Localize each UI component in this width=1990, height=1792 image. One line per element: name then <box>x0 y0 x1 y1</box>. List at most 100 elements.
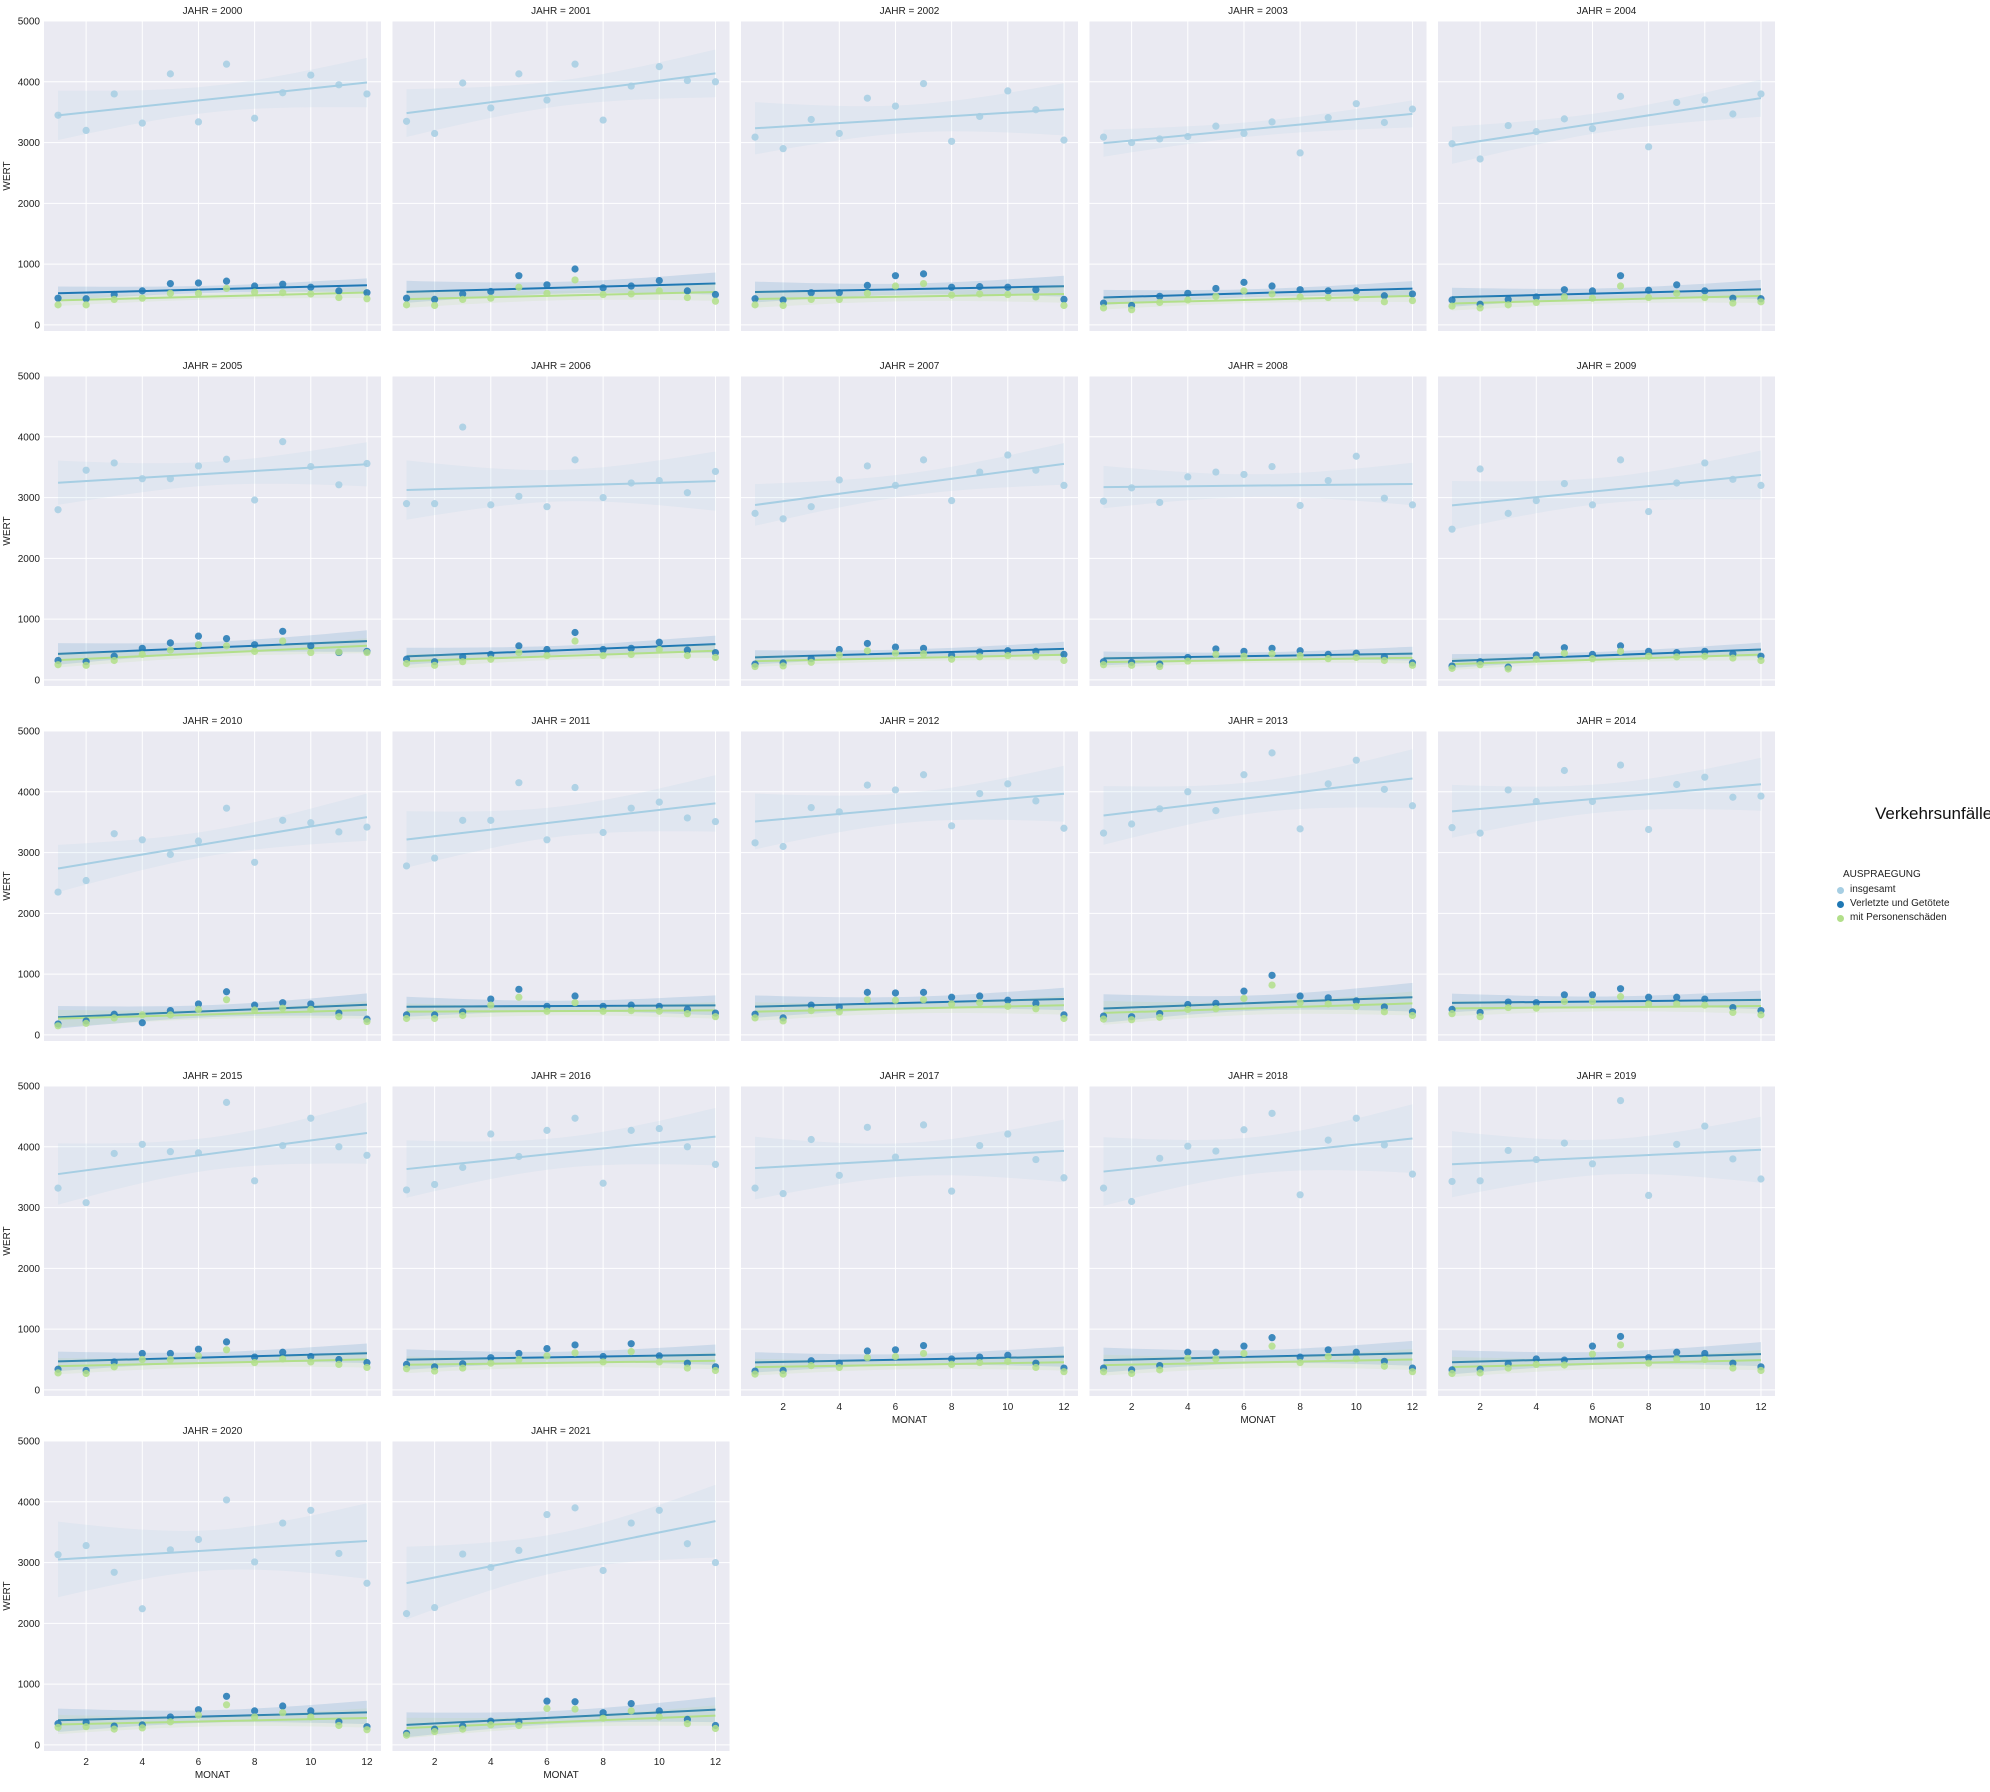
point-personen <box>1184 1354 1192 1362</box>
point-verletzte <box>1060 295 1068 303</box>
point-insgesamt <box>543 96 551 104</box>
point-personen <box>515 648 523 657</box>
point-personen <box>919 650 928 658</box>
point-personen <box>948 291 956 299</box>
point-insgesamt <box>279 438 287 446</box>
point-verletzte <box>976 283 984 291</box>
point-personen <box>919 279 928 288</box>
point-personen <box>82 661 90 669</box>
point-insgesamt <box>1532 1155 1540 1164</box>
point-personen <box>1296 652 1304 660</box>
point-verletzte <box>1296 286 1304 294</box>
point-personen <box>543 1352 551 1360</box>
panel-title: JAHR = 2016 <box>531 1071 591 1082</box>
point-personen <box>1184 1005 1192 1013</box>
point-verletzte <box>1240 1342 1248 1350</box>
point-insgesamt <box>1504 1146 1512 1155</box>
panel-title: JAHR = 2020 <box>183 1426 243 1437</box>
point-personen <box>279 637 287 645</box>
facet-panel-2016: JAHR = 2016 <box>392 1071 730 1396</box>
point-personen <box>1268 1342 1276 1350</box>
point-personen <box>1757 1366 1765 1375</box>
point-insgesamt <box>779 515 787 523</box>
point-personen <box>1004 290 1012 299</box>
point-insgesamt <box>1032 797 1040 805</box>
point-personen <box>683 1720 691 1728</box>
legend-label-insgesamt: insgesamt <box>1850 884 1896 895</box>
point-verletzte <box>307 642 315 650</box>
panel-background <box>392 376 730 686</box>
point-insgesamt <box>363 823 371 831</box>
point-insgesamt <box>363 459 371 468</box>
point-insgesamt <box>402 862 411 870</box>
point-insgesamt <box>599 1566 607 1575</box>
point-insgesamt <box>751 509 759 517</box>
point-insgesamt <box>1757 1175 1765 1183</box>
point-insgesamt <box>1128 138 1136 147</box>
y-axis-label: WERT <box>2 1226 13 1255</box>
point-verletzte <box>307 1707 315 1715</box>
panel-title: JAHR = 2000 <box>183 6 243 17</box>
regression-line-verletzte <box>1452 998 1761 1004</box>
panel-title: JAHR = 2004 <box>1577 6 1637 17</box>
point-insgesamt <box>1616 1096 1625 1105</box>
point-personen <box>194 1005 203 1013</box>
point-personen <box>863 289 871 297</box>
point-personen <box>1212 1355 1220 1363</box>
point-insgesamt <box>835 1171 843 1179</box>
panel-title: JAHR = 2011 <box>531 716 590 727</box>
point-verletzte <box>222 634 231 643</box>
panel-background <box>741 376 1078 686</box>
regression-line-personen <box>1452 294 1761 305</box>
point-verletzte <box>459 290 467 298</box>
y-tick-label: 5000 <box>18 1437 41 1448</box>
point-personen <box>1701 1355 1709 1364</box>
point-personen <box>1184 657 1192 665</box>
point-insgesamt <box>307 819 315 827</box>
point-insgesamt <box>948 137 956 145</box>
point-personen <box>82 301 90 309</box>
point-verletzte <box>307 283 315 291</box>
point-personen <box>711 297 720 305</box>
panel-title: JAHR = 2019 <box>1577 1071 1637 1082</box>
point-personen <box>363 1017 371 1026</box>
point-verletzte <box>543 645 551 654</box>
point-insgesamt <box>279 1519 287 1527</box>
point-insgesamt <box>1004 87 1012 95</box>
regression-line-personen <box>1103 294 1413 305</box>
point-insgesamt <box>571 60 579 68</box>
point-insgesamt <box>711 1558 720 1567</box>
point-insgesamt <box>599 116 607 124</box>
point-insgesamt <box>459 79 467 87</box>
point-insgesamt <box>1296 1191 1304 1199</box>
point-personen <box>166 1718 174 1726</box>
point-insgesamt <box>1240 129 1248 138</box>
point-personen <box>1296 293 1304 301</box>
point-personen <box>779 1017 787 1025</box>
y-tick-label: 5000 <box>18 1082 41 1093</box>
point-insgesamt <box>1673 780 1681 789</box>
y-tick-label: 4000 <box>18 1142 41 1153</box>
point-verletzte <box>251 282 259 290</box>
panel-title: JAHR = 2008 <box>1228 361 1288 372</box>
point-personen <box>1380 656 1388 665</box>
point-insgesamt <box>1757 90 1765 98</box>
point-verletzte <box>1004 283 1012 291</box>
point-personen <box>1380 1008 1388 1016</box>
point-insgesamt <box>459 1550 467 1558</box>
point-insgesamt <box>54 1551 62 1559</box>
point-personen <box>1352 653 1360 662</box>
point-personen <box>655 1713 663 1721</box>
point-insgesamt <box>1504 786 1512 794</box>
point-personen <box>1448 302 1456 310</box>
point-insgesamt <box>335 1143 343 1151</box>
point-insgesamt <box>1448 824 1456 832</box>
point-verletzte <box>1532 293 1540 301</box>
point-verletzte <box>807 1001 815 1009</box>
point-personen <box>222 284 231 293</box>
point-personen <box>1757 1011 1765 1019</box>
point-insgesamt <box>1296 501 1304 510</box>
point-personen <box>1268 981 1276 989</box>
point-verletzte <box>1296 1353 1304 1361</box>
point-insgesamt <box>891 786 900 794</box>
